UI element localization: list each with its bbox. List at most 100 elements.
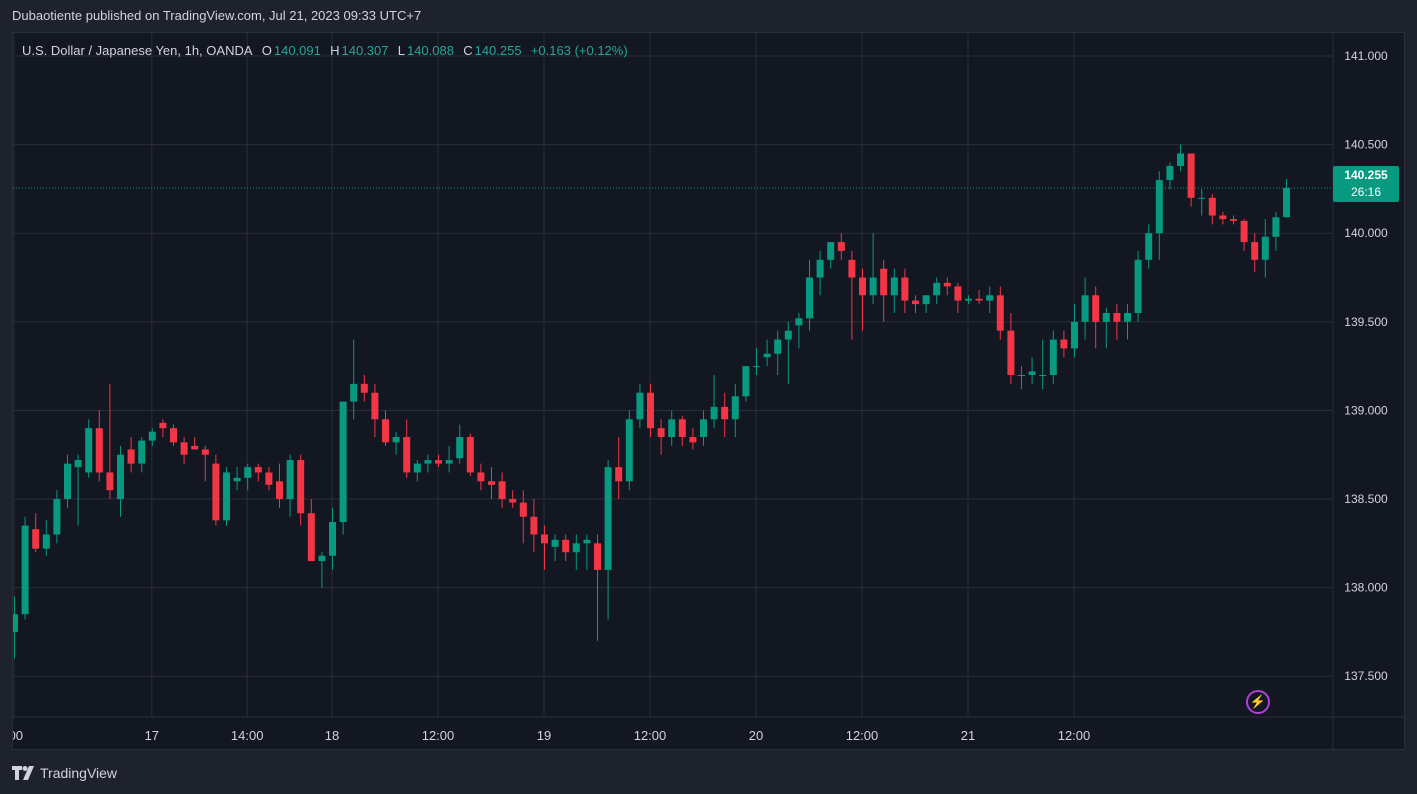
candle-down bbox=[254, 467, 262, 473]
x-tick-label: 12:00 bbox=[846, 728, 879, 743]
high-label: H bbox=[330, 43, 340, 58]
bar-countdown: 26:16 bbox=[1350, 185, 1382, 199]
y-tick-label: 140.000 bbox=[1344, 226, 1388, 240]
x-tick-label: 12:00 bbox=[1058, 728, 1091, 743]
candle-up bbox=[1155, 180, 1163, 234]
candle-up bbox=[339, 401, 347, 523]
candle-up bbox=[1102, 312, 1110, 322]
x-tick-label: 14:00 bbox=[231, 728, 264, 743]
candle-up bbox=[424, 460, 432, 464]
candle-down bbox=[371, 392, 379, 420]
candle-up bbox=[827, 242, 835, 260]
candle-down bbox=[678, 419, 686, 438]
candle-up bbox=[138, 440, 146, 464]
candle-down bbox=[689, 437, 697, 443]
y-tick-label: 138.500 bbox=[1344, 492, 1388, 506]
candle-up bbox=[1134, 259, 1142, 313]
tradingview-logo[interactable]: TradingView bbox=[12, 765, 117, 781]
candle-down bbox=[170, 428, 177, 443]
candle-up bbox=[1049, 339, 1057, 375]
candle-down bbox=[435, 460, 442, 464]
candle-up bbox=[742, 366, 750, 397]
candle-down bbox=[1187, 153, 1195, 198]
symbol-title: U.S. Dollar / Japanese Yen, 1h, OANDA bbox=[22, 43, 253, 58]
low-value: 140.088 bbox=[406, 43, 454, 58]
candle-up bbox=[148, 431, 156, 441]
candle-down bbox=[530, 516, 538, 535]
open-value: 140.091 bbox=[273, 43, 321, 58]
candle-up bbox=[1272, 217, 1280, 237]
candle-up bbox=[922, 295, 930, 305]
candle-down bbox=[1219, 215, 1227, 220]
candle-down bbox=[901, 277, 909, 301]
candle-down bbox=[159, 422, 167, 429]
candle-down bbox=[954, 286, 962, 301]
candle-down bbox=[191, 445, 199, 450]
candle-up bbox=[21, 525, 29, 615]
candle-down bbox=[477, 472, 485, 482]
candle-up bbox=[64, 463, 71, 500]
candle-down bbox=[912, 300, 919, 305]
x-tick-label: 20 bbox=[749, 728, 763, 743]
candlestick-chart[interactable]: 137.500 138.000 138.500 139.000 139.500 140.0… bbox=[13, 33, 1406, 751]
candle-down bbox=[943, 282, 951, 287]
candle-up bbox=[636, 392, 644, 420]
x-tick-label: 12:00 bbox=[634, 728, 667, 743]
candle-down bbox=[498, 481, 506, 500]
x-tick-label: :00 bbox=[13, 728, 23, 743]
candle-down bbox=[1208, 197, 1216, 216]
candle-down bbox=[201, 449, 209, 455]
candle-down bbox=[1230, 219, 1237, 221]
candle-down bbox=[127, 449, 135, 464]
x-tick-label: 18 bbox=[325, 728, 339, 743]
candle-up bbox=[1028, 371, 1036, 375]
candle-up bbox=[456, 437, 464, 459]
candle-down bbox=[647, 392, 654, 429]
candle-down bbox=[859, 277, 866, 296]
candle-up bbox=[795, 318, 803, 326]
last-price-tag: 140.255 26:16 bbox=[1333, 166, 1399, 202]
change-value: +0.163 (+0.12%) bbox=[530, 43, 628, 58]
candle-up bbox=[85, 428, 93, 473]
published-header: Dubaotiente published on TradingView.com… bbox=[12, 8, 422, 23]
candle-down bbox=[212, 463, 220, 521]
x-tick-label: 12:00 bbox=[422, 728, 455, 743]
candle-down bbox=[880, 268, 888, 296]
candle-up bbox=[731, 396, 739, 420]
candle-up bbox=[763, 353, 771, 358]
y-tick-label: 138.000 bbox=[1344, 581, 1388, 595]
last-price: 140.255 bbox=[1344, 168, 1388, 182]
candle-down bbox=[276, 481, 283, 500]
candle-up bbox=[1018, 375, 1025, 376]
low-label: L bbox=[397, 43, 405, 58]
candle-up bbox=[1039, 375, 1047, 376]
candle-up bbox=[700, 419, 707, 438]
y-tick-label: 139.000 bbox=[1344, 403, 1388, 417]
y-tick-label: 137.500 bbox=[1344, 669, 1388, 683]
brand-name: TradingView bbox=[40, 765, 118, 781]
open-label: O bbox=[261, 43, 272, 58]
high-value: 140.307 bbox=[341, 43, 389, 58]
candle-down bbox=[721, 406, 729, 420]
candle-up bbox=[244, 467, 252, 478]
candle-up bbox=[318, 555, 326, 562]
chart-pane[interactable]: 137.500 138.000 138.500 139.000 139.500 140.0… bbox=[12, 32, 1406, 751]
candle-up bbox=[710, 406, 718, 420]
candle-down bbox=[594, 543, 601, 570]
candle-down bbox=[382, 419, 389, 443]
candle-up bbox=[933, 282, 941, 296]
candle-up bbox=[816, 259, 824, 278]
candle-down bbox=[180, 442, 188, 455]
candle-up bbox=[572, 543, 580, 553]
candle-up bbox=[13, 614, 18, 632]
candle-up bbox=[890, 277, 898, 296]
candle-down bbox=[1113, 312, 1121, 322]
lightning-bolt-icon[interactable]: ⚡ bbox=[1246, 690, 1270, 714]
candle-down bbox=[837, 242, 845, 251]
candle-up bbox=[551, 539, 559, 547]
close-value: 140.255 bbox=[474, 43, 522, 58]
candle-down bbox=[307, 513, 315, 562]
candle-up bbox=[1071, 321, 1078, 349]
y-tick-label: 139.500 bbox=[1344, 315, 1388, 329]
